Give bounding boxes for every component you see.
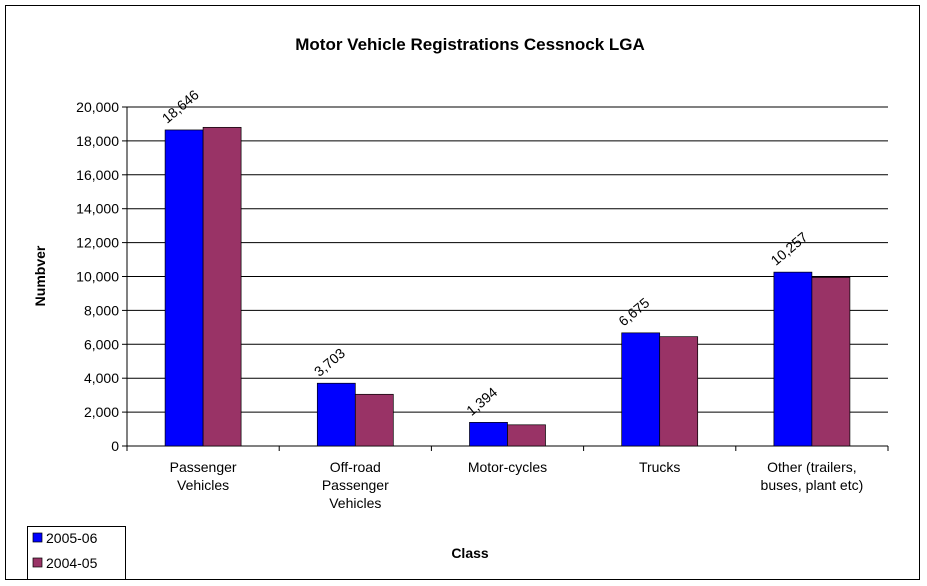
x-tick-label: Off-road Passenger Vehicles [322,459,389,511]
bar [811,276,851,447]
y-tick-label: 2,000 [84,404,119,420]
x-tick-label: Passenger Vehicles [170,459,237,493]
legend-label: 2004-05 [46,555,98,571]
chart-title: Motor Vehicle Registrations Cessnock LGA [295,35,645,54]
legend-swatch [32,557,43,568]
y-tick-label: 6,000 [84,336,119,352]
x-axis-label: Class [451,545,489,561]
bar [507,424,546,447]
legend-swatch [32,532,43,543]
bar [659,336,699,447]
y-tick-label: 8,000 [84,302,119,318]
y-tick-label: 16,000 [76,167,119,183]
legend-box [27,526,126,580]
bar [469,422,508,447]
bar [621,332,661,447]
y-axis-label: Numbver [32,245,48,306]
y-tick-label: 18,000 [76,133,119,149]
y-tick-label: 10,000 [76,269,119,285]
bar [354,393,394,447]
legend-label: 2005-06 [46,530,98,546]
y-tick-label: 4,000 [84,370,119,386]
x-tick-label: Other (trailers, buses, plant etc) [761,459,864,493]
bar [202,126,242,447]
x-tick-label: Motor-cycles [468,459,547,475]
bar [773,271,813,447]
bar [164,129,204,447]
y-tick-label: 20,000 [76,99,119,115]
bar [316,382,356,447]
y-tick-label: 14,000 [76,201,119,217]
y-tick-label: 0 [111,438,119,454]
x-tick-label: Trucks [639,459,680,475]
y-tick-label: 12,000 [76,235,119,251]
chart-border [5,5,920,580]
